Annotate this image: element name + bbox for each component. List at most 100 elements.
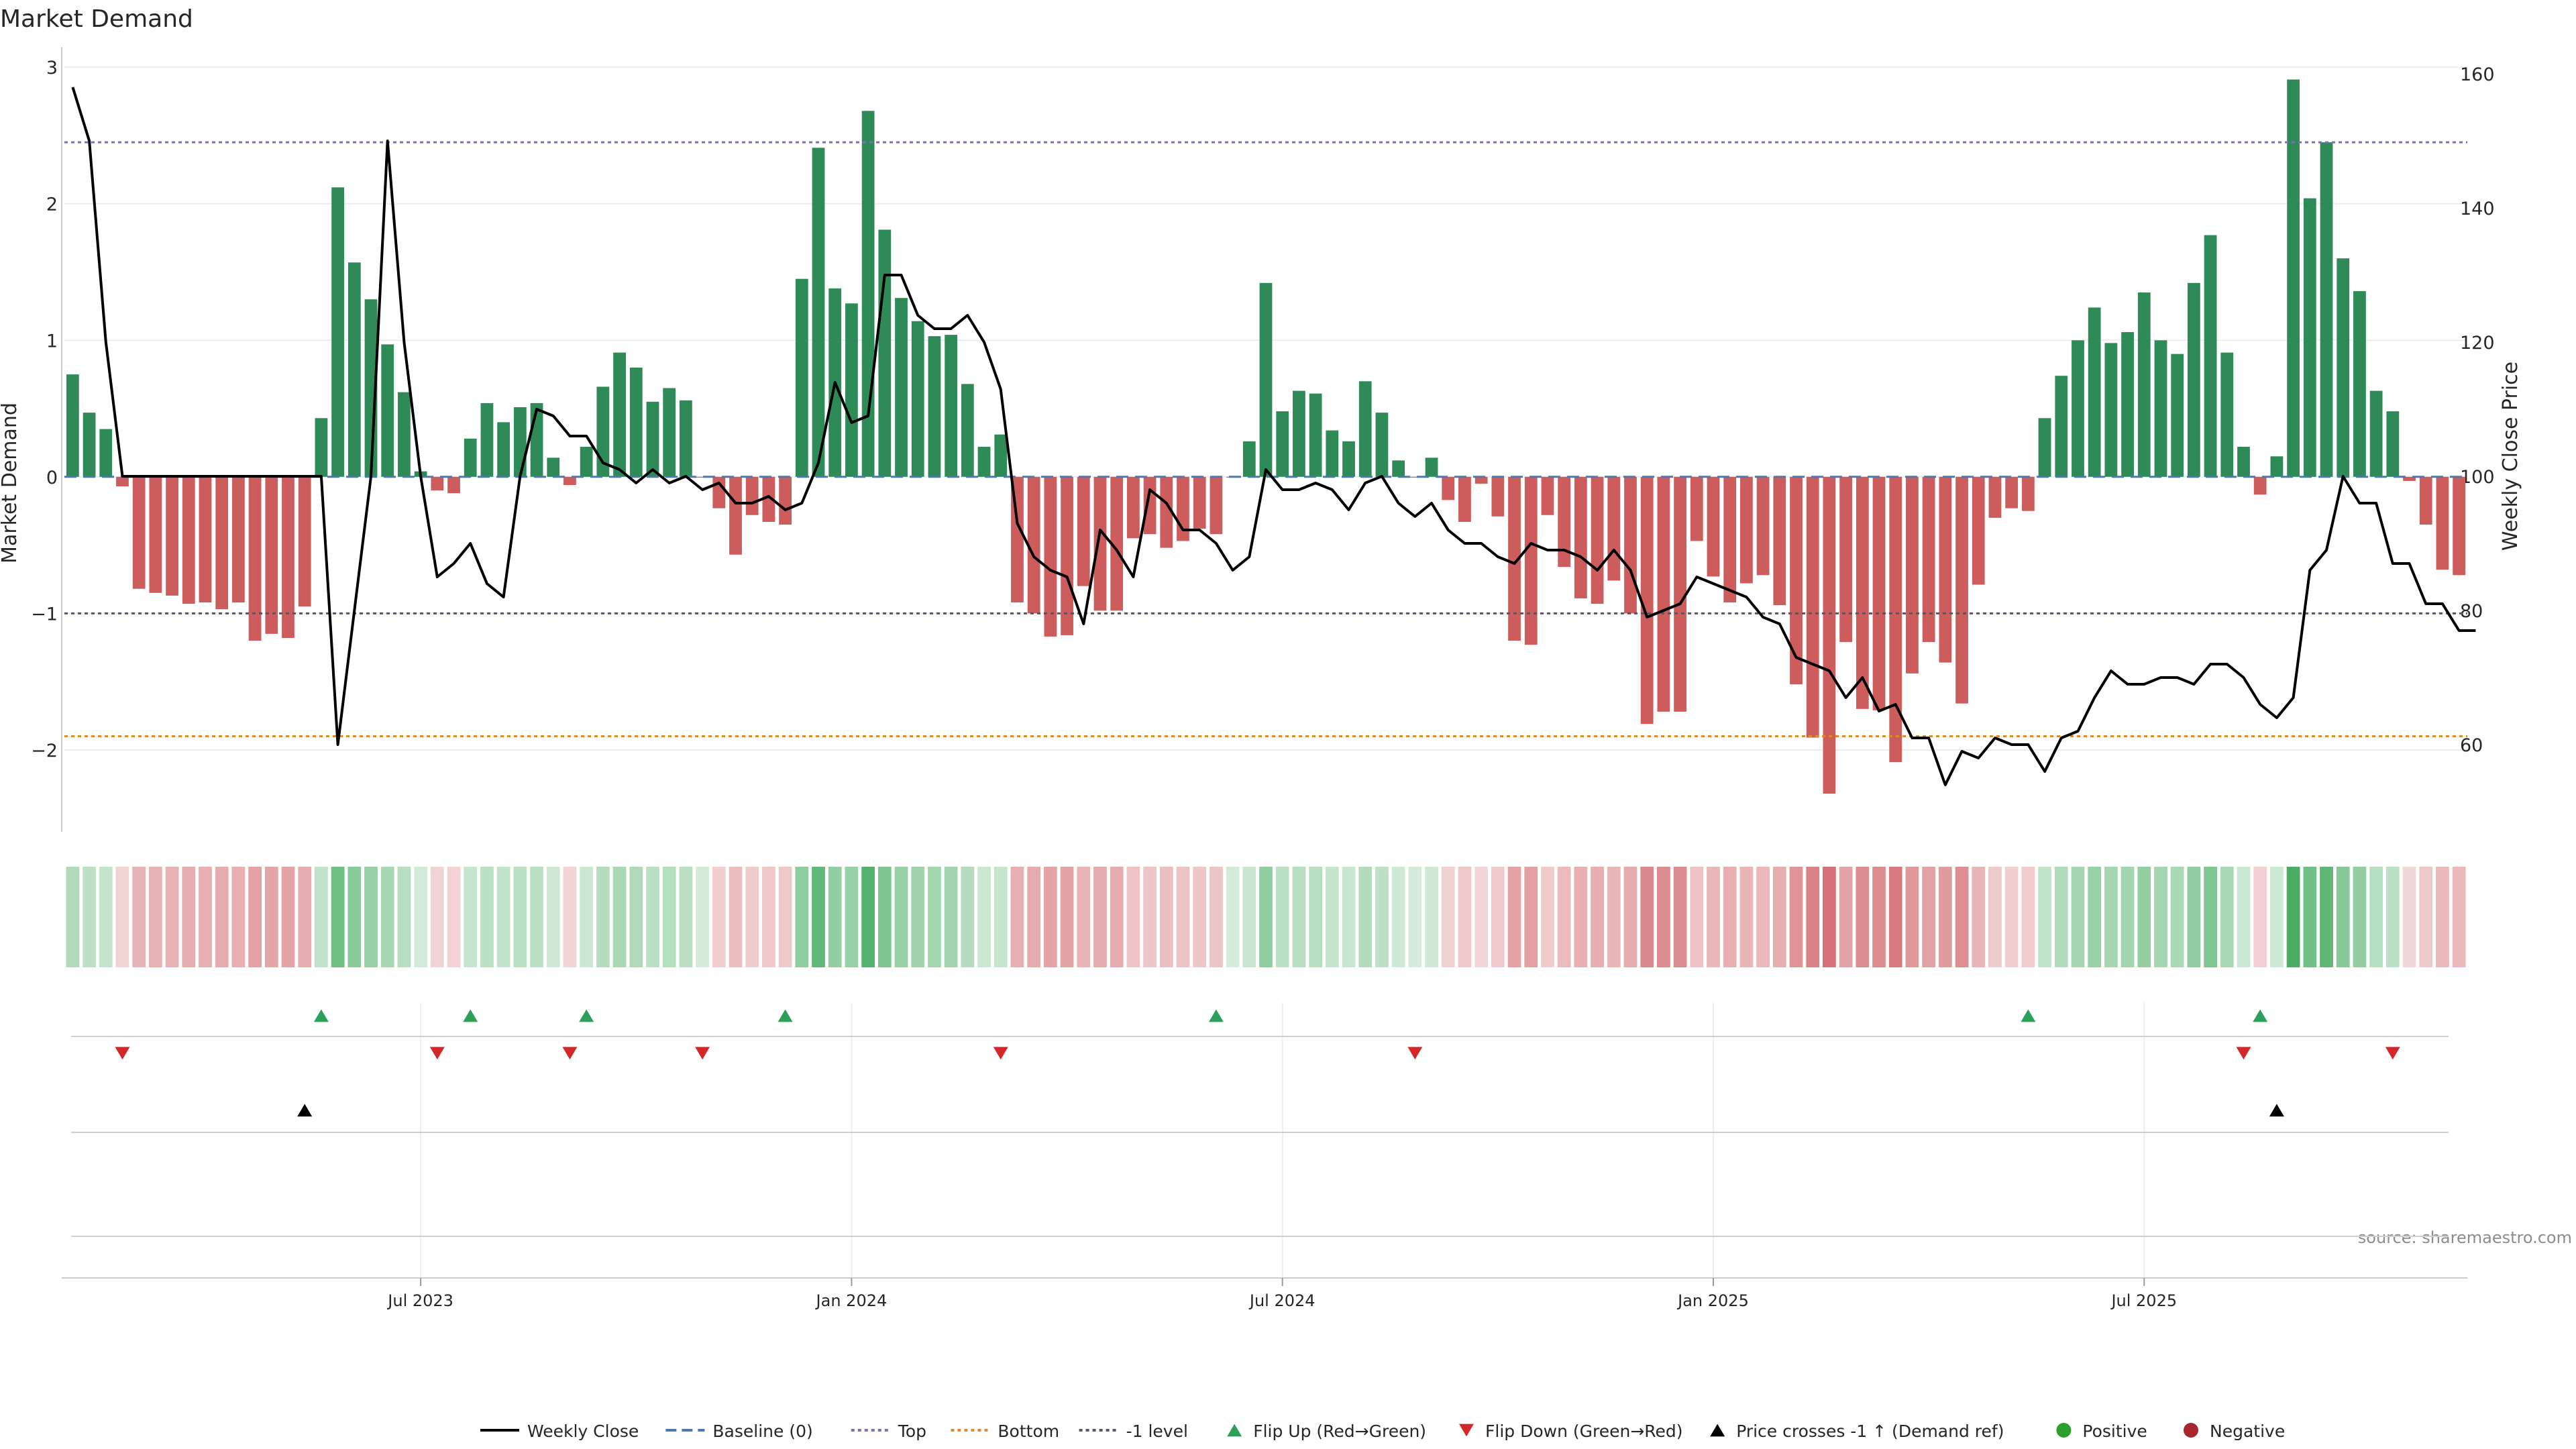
heat-cell xyxy=(281,867,295,967)
demand-bar xyxy=(1242,441,1256,477)
heat-cell xyxy=(364,867,378,967)
demand-bar xyxy=(497,422,511,477)
legend-item: Negative xyxy=(2184,1421,2285,1441)
heat-cell xyxy=(861,867,875,967)
flip-down-marker xyxy=(562,1046,578,1060)
flip-up-marker xyxy=(2253,1009,2268,1022)
demand-bar xyxy=(2419,476,2432,525)
flip-down-marker xyxy=(2236,1046,2251,1060)
heat-cell xyxy=(1988,867,2002,967)
demand-bar xyxy=(1541,476,1554,515)
demand-bar xyxy=(1458,476,1471,522)
flip-up-marker xyxy=(777,1009,793,1022)
heat-cell xyxy=(629,867,643,967)
demand-bar xyxy=(464,438,477,477)
heat-cell xyxy=(2320,867,2333,967)
heat-cell xyxy=(646,867,659,967)
heat-cell xyxy=(1623,867,1638,967)
heat-cell xyxy=(977,867,991,967)
flip-down-marker xyxy=(2385,1046,2400,1060)
demand-bar xyxy=(1889,476,1902,763)
demand-bar xyxy=(347,262,361,477)
demand-bar xyxy=(480,402,494,477)
flip-up-marker xyxy=(1208,1009,1224,1022)
heat-cell xyxy=(795,867,809,967)
demand-bar xyxy=(83,413,96,477)
heat-cell xyxy=(2038,867,2051,967)
demand-bar xyxy=(2353,290,2366,477)
demand-bar xyxy=(1607,476,1621,581)
demand-bar xyxy=(99,429,113,477)
flip-up-marker xyxy=(579,1009,594,1022)
legend-label: Top xyxy=(898,1421,926,1441)
heat-cell xyxy=(2088,867,2102,967)
flip-up-marker xyxy=(313,1009,329,1022)
legend-swatch xyxy=(1710,1424,1725,1437)
demand-bar xyxy=(1906,476,1919,674)
heat-cell xyxy=(331,867,345,967)
demand-bar xyxy=(2072,340,2084,477)
chart-title: Market Demand xyxy=(0,5,193,33)
left-tick-label: −2 xyxy=(31,741,58,761)
demand-bar xyxy=(580,447,593,477)
x-tick-label: Jul 2023 xyxy=(386,1291,453,1310)
demand-bar xyxy=(1309,393,1322,477)
demand-bar xyxy=(1342,441,1355,477)
demand-bar xyxy=(149,476,162,593)
heat-cell xyxy=(2137,867,2151,967)
demand-bar xyxy=(2253,476,2267,495)
left-tick-label: −1 xyxy=(31,604,58,625)
demand-bar xyxy=(596,386,610,477)
heat-cell xyxy=(1325,867,1339,967)
demand-bar xyxy=(1508,476,1521,641)
right-tick-label: 80 xyxy=(2460,601,2483,622)
heat-cell xyxy=(1541,867,1554,967)
demand-bar xyxy=(331,187,344,477)
left-tick-label: 3 xyxy=(46,58,58,78)
heat-cell xyxy=(115,867,129,967)
heat-cell xyxy=(2121,867,2135,967)
demand-bar xyxy=(861,111,875,477)
demand-bar xyxy=(1093,476,1107,611)
demand-bar xyxy=(2237,447,2250,477)
heat-cell xyxy=(1938,867,1952,967)
demand-bar xyxy=(1939,476,1952,663)
demand-bar xyxy=(1674,476,1686,712)
heat-cell xyxy=(1159,867,1173,967)
weekly-close-line xyxy=(71,87,2476,786)
heat-cell xyxy=(2004,867,2019,967)
heat-cell xyxy=(148,867,162,967)
heat-cell xyxy=(1375,867,1389,967)
demand-bar xyxy=(646,401,659,477)
demand-bar xyxy=(66,374,79,477)
heat-cell xyxy=(199,867,212,967)
heat-cell xyxy=(580,867,594,967)
heat-cell xyxy=(812,867,825,967)
heat-cell xyxy=(496,867,511,967)
heat-cell xyxy=(1607,867,1621,967)
legend-label: -1 level xyxy=(1126,1421,1188,1441)
demand-bar xyxy=(1756,476,1770,576)
heat-cell xyxy=(1888,867,1902,967)
demand-bar xyxy=(2369,390,2383,477)
demand-bar xyxy=(2088,307,2101,477)
demand-bar xyxy=(1790,476,1803,685)
heat-cell xyxy=(1043,867,1057,967)
legend-label: Positive xyxy=(2082,1421,2147,1441)
flip-down-marker xyxy=(993,1046,1008,1060)
heat-cell xyxy=(1640,867,1654,967)
demand-bar xyxy=(2204,235,2217,477)
flip-down-marker xyxy=(1407,1046,1423,1060)
demand-bar xyxy=(1657,476,1670,712)
heat-cell xyxy=(1458,867,1472,967)
heat-cell xyxy=(1723,867,1737,967)
heat-cell xyxy=(1839,867,1853,967)
heat-cell xyxy=(828,867,842,967)
heat-cell xyxy=(1707,867,1720,967)
demand-bar xyxy=(1988,476,2002,518)
demand-bar xyxy=(513,407,527,477)
demand-bar xyxy=(1856,476,1869,709)
right-tick-label: 100 xyxy=(2460,467,2495,488)
heat-cell xyxy=(2369,867,2383,967)
